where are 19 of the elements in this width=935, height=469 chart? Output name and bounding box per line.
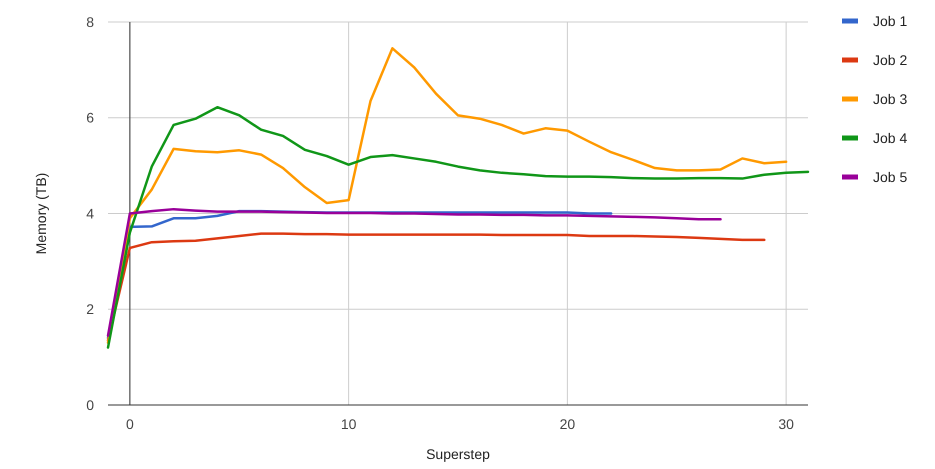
line-series xyxy=(106,232,766,342)
y-tick-label: 8 xyxy=(86,14,94,30)
line-series xyxy=(106,106,810,349)
legend-label: Job 5 xyxy=(873,168,908,185)
x-tick-label: 30 xyxy=(778,416,794,432)
x-tick-label: 10 xyxy=(340,416,357,432)
y-axis-title: Memory (TB) xyxy=(33,172,49,254)
y-tick-label: 2 xyxy=(86,301,94,318)
legend-label: Job 1 xyxy=(873,12,908,29)
legend-label: Job 2 xyxy=(873,52,908,68)
legend-label: Job 4 xyxy=(873,130,908,146)
y-tick-label: 4 xyxy=(86,205,94,222)
y-tick-label: 6 xyxy=(86,110,94,126)
x-tick-label: 0 xyxy=(126,416,134,432)
line-series xyxy=(106,208,722,337)
legend-label: Job 3 xyxy=(873,90,908,107)
y-tick-label: 0 xyxy=(86,396,94,413)
x-tick-label: 20 xyxy=(560,416,576,432)
x-axis-title: Superstep xyxy=(426,446,490,462)
